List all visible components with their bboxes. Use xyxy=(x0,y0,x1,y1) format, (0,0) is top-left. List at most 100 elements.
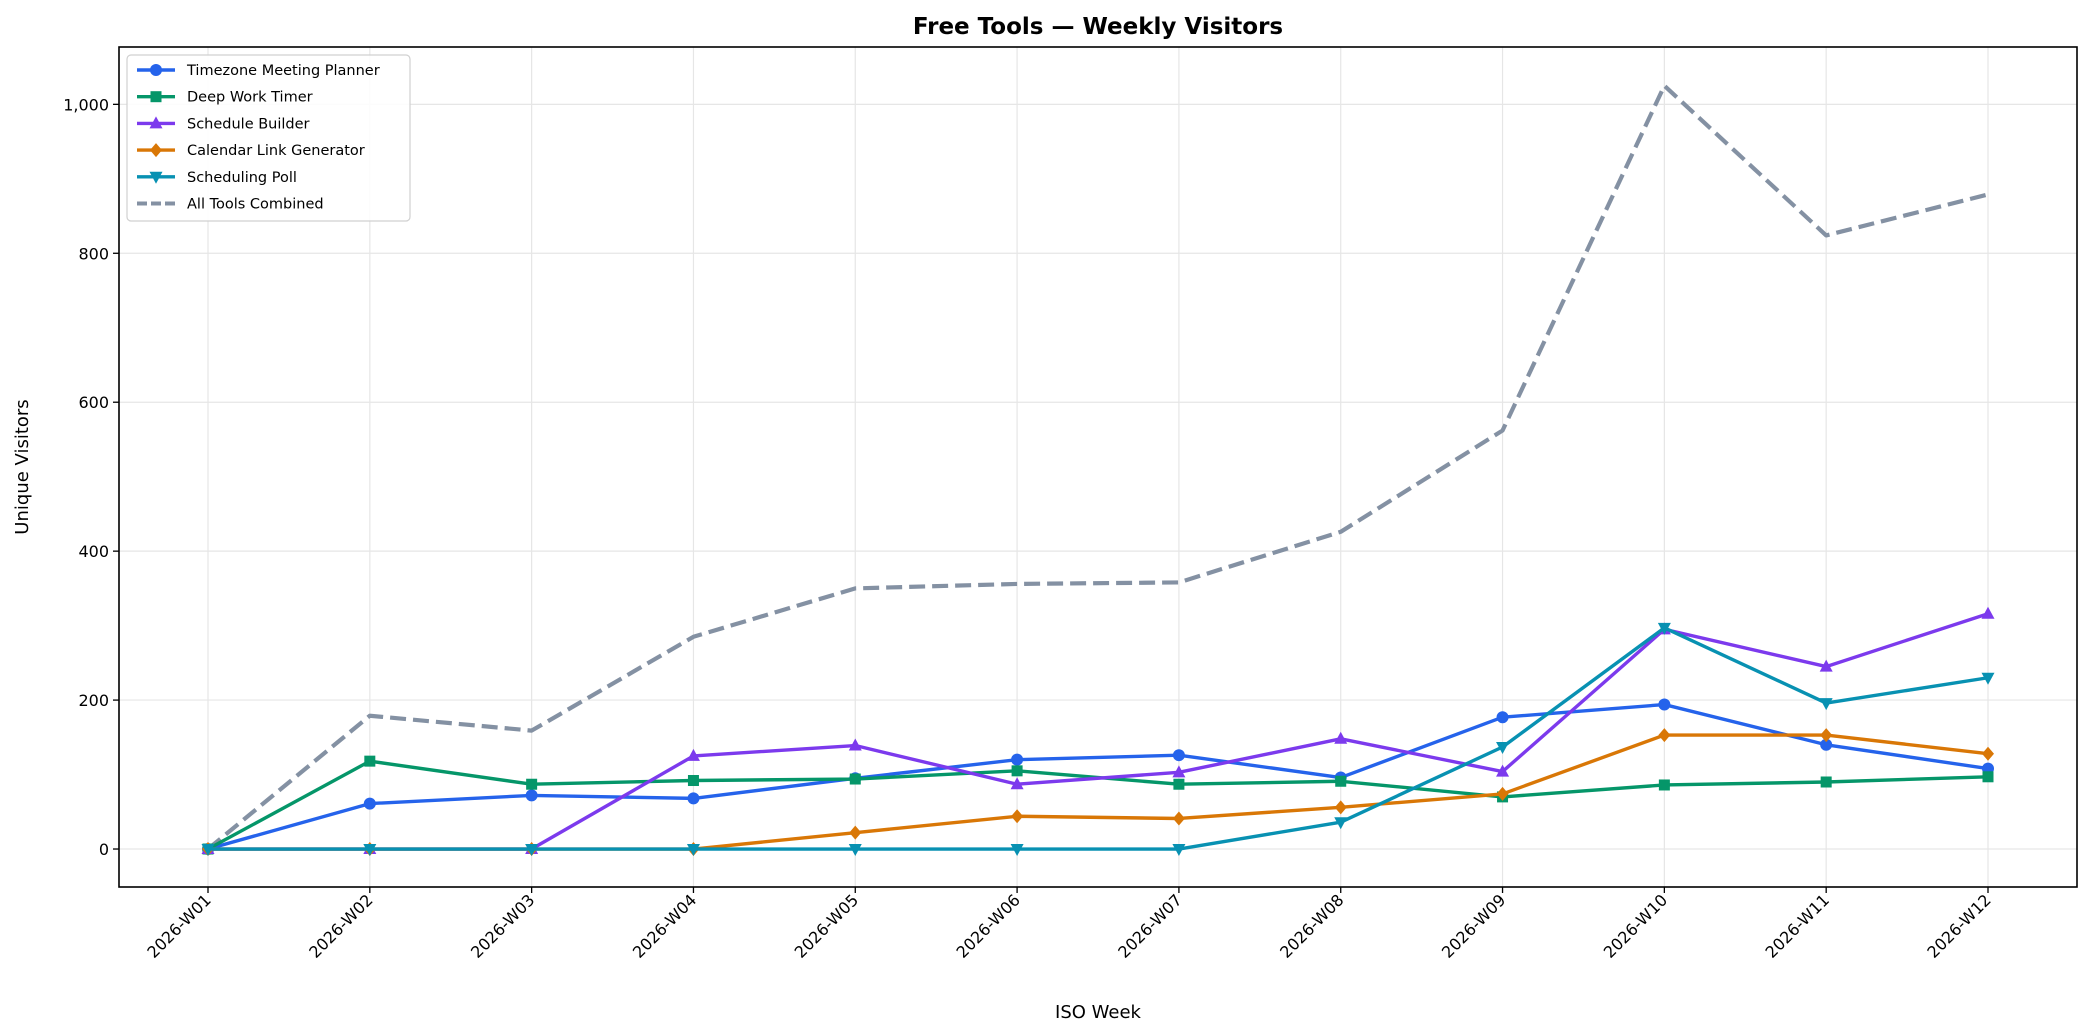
y-tick-label: 0 xyxy=(99,840,109,859)
series-line xyxy=(207,702,1989,851)
data-point xyxy=(1172,811,1185,826)
data-point xyxy=(848,738,862,751)
data-point xyxy=(1820,728,1833,743)
x-axis-label: ISO Week xyxy=(1055,1002,1142,1023)
x-tick-label: 2026-W04 xyxy=(629,890,700,961)
legend-label: All Tools Combined xyxy=(187,197,324,213)
data-point xyxy=(1496,711,1509,724)
data-point xyxy=(526,778,538,790)
data-point xyxy=(201,844,215,857)
data-point xyxy=(1334,731,1348,744)
x-tick-label: 2026-W08 xyxy=(1276,890,1347,961)
y-axis: 0 200 400 600 800 1,000 xyxy=(63,95,119,859)
data-point xyxy=(849,825,862,840)
series-timezone-meeting-planner xyxy=(202,698,1994,856)
data-point xyxy=(525,789,538,802)
data-point xyxy=(1010,844,1024,857)
legend-label: Scheduling Poll xyxy=(187,170,297,186)
legend-marker xyxy=(150,64,162,76)
legend-label: Deep Work Timer xyxy=(187,90,313,106)
legend: Timezone Meeting Planner Deep Work Timer S… xyxy=(126,54,411,222)
legend-entry: All Tools Combined xyxy=(137,197,324,213)
grid xyxy=(119,47,2077,887)
legend-entry: Timezone Meeting Planner xyxy=(137,63,380,79)
data-point xyxy=(1010,777,1024,790)
data-point xyxy=(1496,786,1509,801)
y-tick-label: 200 xyxy=(78,691,109,710)
data-point xyxy=(1496,764,1510,777)
data-point xyxy=(1981,672,1995,685)
data-point xyxy=(848,844,862,857)
series-line xyxy=(208,612,1989,851)
chart-title: Free Tools — Weekly Visitors xyxy=(913,14,1283,40)
x-tick-label: 2026-W07 xyxy=(1114,890,1185,961)
data-point xyxy=(1982,771,1994,783)
y-axis-label: Unique Visitors xyxy=(12,399,33,534)
x-tick-label: 2026-W09 xyxy=(1438,890,1509,961)
data-point xyxy=(1819,659,1833,672)
data-point xyxy=(686,748,700,761)
data-point xyxy=(1011,809,1024,824)
data-point xyxy=(363,797,376,810)
data-point xyxy=(687,775,699,787)
legend-box xyxy=(126,54,411,222)
series-line xyxy=(206,83,1989,851)
x-tick-label: 2026-W06 xyxy=(952,890,1023,961)
x-axis: 2026-W01 2026-W02 2026-W03 2026-W04 2026-W05… xyxy=(143,887,1995,962)
data-point xyxy=(1335,775,1347,787)
x-tick-label: 2026-W10 xyxy=(1600,890,1671,961)
series-line xyxy=(208,733,1989,851)
data-point xyxy=(1657,622,1671,635)
y-tick-label: 1,000 xyxy=(63,95,109,114)
plot-frame xyxy=(118,46,2078,888)
legend-label: Timezone Meeting Planner xyxy=(186,63,380,79)
x-tick-label: 2026-W03 xyxy=(467,890,538,961)
legend-marker xyxy=(149,116,163,129)
legend-entry: Deep Work Timer xyxy=(137,90,313,106)
data-point xyxy=(1172,749,1185,762)
data-point xyxy=(1658,728,1671,743)
legend-marker xyxy=(149,171,163,184)
data-point xyxy=(686,844,700,857)
x-tick-label: 2026-W05 xyxy=(791,890,862,961)
legend-label: Schedule Builder xyxy=(187,116,310,132)
data-point xyxy=(363,844,377,857)
data-point xyxy=(1173,778,1185,790)
data-point xyxy=(364,755,376,767)
legend-marker xyxy=(150,143,162,158)
data-point xyxy=(1658,698,1671,711)
x-tick-label: 2026-W02 xyxy=(305,890,376,961)
series-line xyxy=(208,626,1989,851)
data-point xyxy=(1819,698,1833,711)
legend-entry: Schedule Builder xyxy=(137,116,310,132)
data-point xyxy=(1011,753,1024,766)
data-point xyxy=(1658,779,1670,791)
data-point xyxy=(1981,606,1995,619)
data-point xyxy=(849,773,861,785)
y-tick-label: 600 xyxy=(78,393,109,412)
data-point xyxy=(1172,844,1186,857)
series-all-tools-combined xyxy=(206,83,1989,851)
series-scheduling-poll xyxy=(201,622,1995,857)
y-tick-label: 400 xyxy=(78,542,109,561)
data-point xyxy=(1820,776,1832,788)
x-tick-label: 2026-W01 xyxy=(143,890,214,961)
data-point xyxy=(1982,746,1994,761)
series-line xyxy=(207,759,1989,851)
data-point xyxy=(687,792,700,805)
legend-marker xyxy=(150,91,162,103)
data-point xyxy=(1334,800,1347,815)
series-deep-work-timer xyxy=(202,755,1994,855)
data-point xyxy=(1820,738,1833,751)
series-calendar-link-generator xyxy=(202,728,1994,857)
legend-entry: Calendar Link Generator xyxy=(137,143,365,159)
y-tick-label: 800 xyxy=(78,244,109,263)
x-tick-label: 2026-W11 xyxy=(1762,890,1833,961)
x-tick-label: 2026-W12 xyxy=(1923,890,1994,961)
data-point xyxy=(1172,765,1186,778)
data-point xyxy=(525,844,539,857)
data-point xyxy=(1496,742,1510,754)
data-point xyxy=(1334,817,1348,830)
data-point xyxy=(1011,765,1023,777)
